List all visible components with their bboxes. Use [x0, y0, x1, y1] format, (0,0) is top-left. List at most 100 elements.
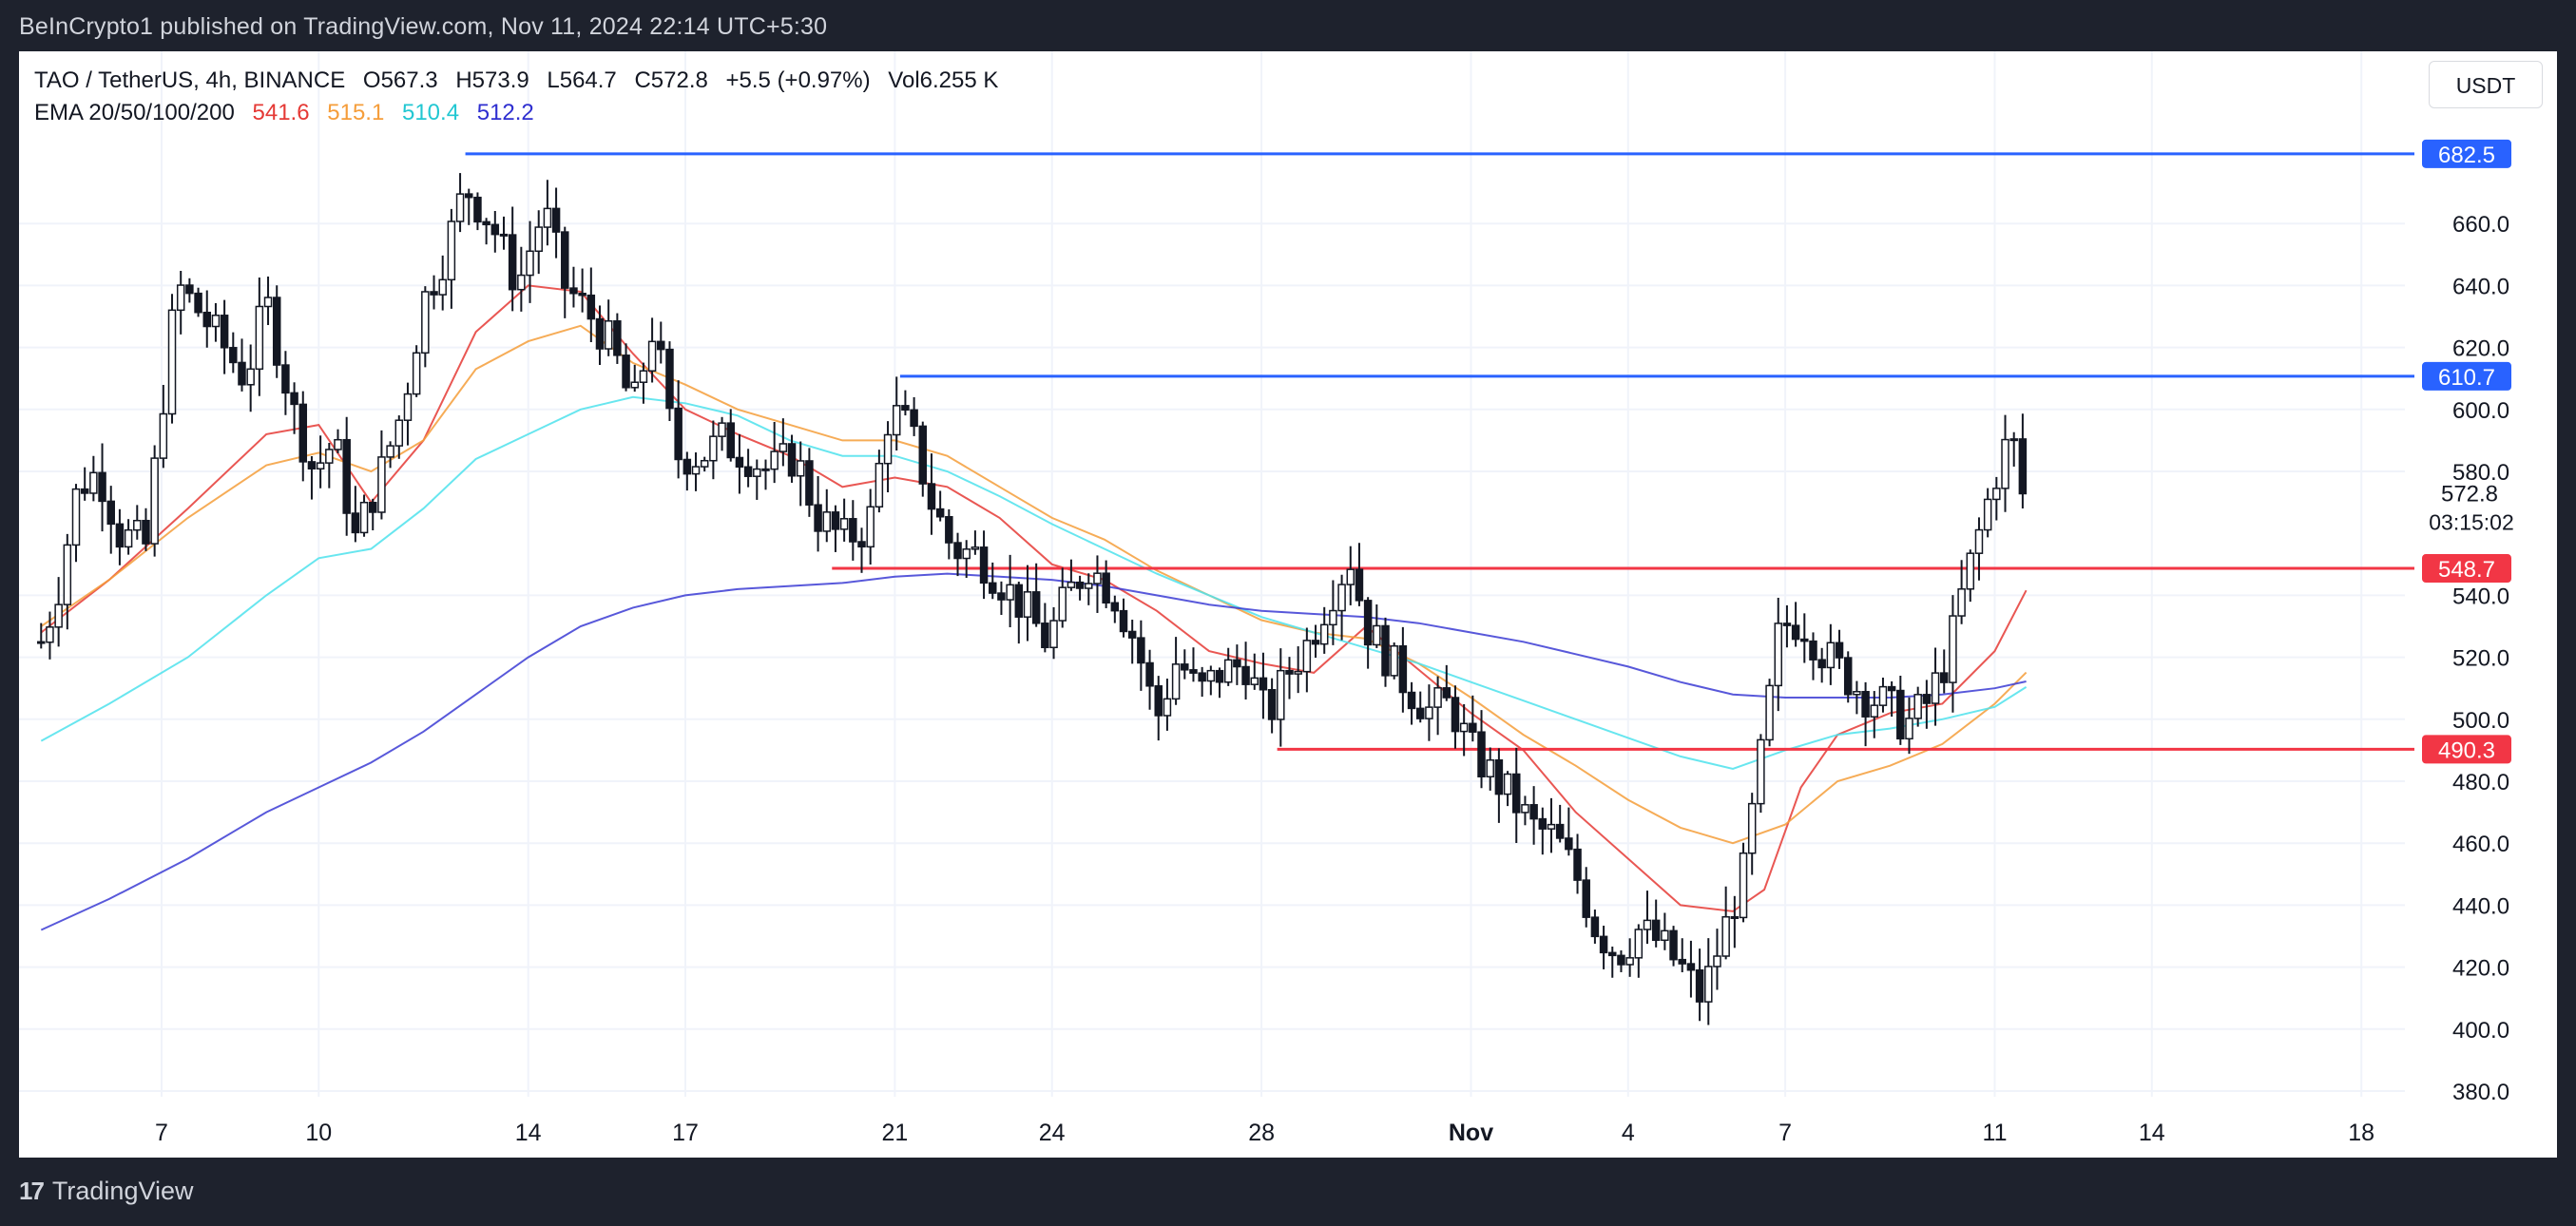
candle-down [272, 297, 281, 366]
candle-up [1486, 759, 1494, 778]
footer: 17 TradingView [0, 1158, 2576, 1226]
ema-label[interactable]: EMA 20/50/100/200 [34, 100, 235, 125]
level-tag-label: 490.3 [2438, 738, 2495, 763]
time-tick-label: 4 [1622, 1120, 1635, 1146]
price-tick-label: 520.0 [2452, 646, 2509, 672]
candle-up [359, 501, 369, 534]
candle-up [534, 226, 543, 253]
candle-down [935, 508, 945, 518]
price-chart[interactable]: 660.0640.0620.0600.0580.0540.0520.0500.0… [19, 51, 2557, 1158]
candle-down [1651, 919, 1661, 942]
candle-up [1547, 823, 1556, 830]
candle-up [412, 352, 421, 395]
candle-up [316, 462, 325, 470]
candle-down [98, 471, 106, 503]
candle-down [1137, 637, 1145, 664]
candle-up [1093, 572, 1102, 584]
candle-up [1223, 659, 1233, 683]
candle-up [2009, 438, 2018, 442]
candle-up [167, 309, 177, 415]
candle-down [142, 519, 150, 545]
candle-up [1337, 584, 1346, 612]
candle-up [1206, 669, 1216, 682]
candle-up [455, 193, 465, 222]
candle-down [106, 500, 115, 526]
candle-up [1643, 919, 1652, 930]
candle-up [1739, 852, 1748, 919]
candle-down [1573, 848, 1582, 881]
tradingview-icon: 17 [19, 1177, 45, 1205]
time-tick-label: 24 [1039, 1120, 1066, 1146]
candle-down [1259, 677, 1268, 691]
currency-button[interactable]: USDT [2429, 61, 2543, 108]
candle-down [831, 511, 840, 530]
ema-line-2 [40, 324, 2028, 845]
tradingview-logo[interactable]: 17 TradingView [19, 1177, 194, 1206]
candle-down [761, 468, 770, 471]
candle-up [892, 405, 901, 436]
candle-down [953, 542, 962, 560]
candle-up [1757, 738, 1765, 805]
candle-up [211, 315, 221, 328]
candle-down [1233, 659, 1241, 668]
candle-down [1031, 591, 1041, 624]
candle-down [857, 541, 866, 548]
candle-up [263, 297, 273, 308]
candle-down [1800, 638, 1809, 642]
symbol-label[interactable]: TAO / TetherUS, 4h, BINANCE [34, 67, 346, 93]
candle-down [1477, 731, 1486, 778]
candle-down [229, 347, 238, 364]
candle-down [220, 315, 229, 349]
candle-up [1250, 677, 1259, 685]
candle-up [1747, 802, 1757, 854]
candle-up [517, 274, 526, 291]
candle-up [150, 457, 159, 545]
candle-up [839, 518, 849, 530]
candle-down [342, 438, 351, 514]
candle-up [1713, 955, 1721, 967]
candle-down [1198, 672, 1206, 682]
candle-down [1809, 640, 1817, 661]
candlesticks [37, 173, 2028, 1025]
candle-down [551, 207, 561, 233]
candle-down [351, 512, 360, 534]
candle-up [1992, 488, 2001, 501]
chart-area[interactable]: 660.0 640.0 620.0 600.0 580.0 540.0 520.0 500.0… [19, 51, 2557, 1158]
candle-up [753, 468, 761, 477]
candle-down [1730, 915, 1740, 919]
candle-down [1782, 623, 1792, 626]
candle-down [80, 488, 89, 494]
candle-down [499, 233, 509, 237]
candle-down [726, 422, 736, 459]
level-tag-label: 610.7 [2438, 365, 2495, 391]
candle-up [1346, 568, 1355, 585]
candle-down [901, 405, 910, 412]
candle-up [1058, 586, 1067, 622]
candle-up [1171, 663, 1181, 700]
candle-down [1791, 624, 1800, 641]
candle-up [63, 544, 72, 605]
candle-up [526, 250, 534, 277]
candle-up [630, 381, 639, 389]
candle-down [1041, 623, 1049, 649]
candle-up [883, 433, 893, 465]
candle-down [979, 546, 989, 584]
candle-up [779, 443, 788, 452]
candle-down [1075, 581, 1085, 589]
candle-up [1373, 624, 1381, 646]
candle-up [543, 207, 552, 228]
candle-up [1023, 591, 1032, 618]
level-tag [2422, 361, 2511, 391]
price-tick-label: 640.0 [2452, 274, 2509, 299]
price-tick-label: 460.0 [2452, 832, 2509, 857]
candle-down [997, 592, 1006, 601]
candle-down [1469, 722, 1477, 733]
candle-down [465, 193, 473, 199]
candle-up [54, 603, 63, 628]
candle-down [945, 516, 953, 544]
candle-down [238, 361, 246, 386]
candle-down [814, 504, 822, 532]
candle-down [682, 458, 692, 475]
candle-up [770, 450, 779, 470]
candle-up [1390, 644, 1398, 677]
